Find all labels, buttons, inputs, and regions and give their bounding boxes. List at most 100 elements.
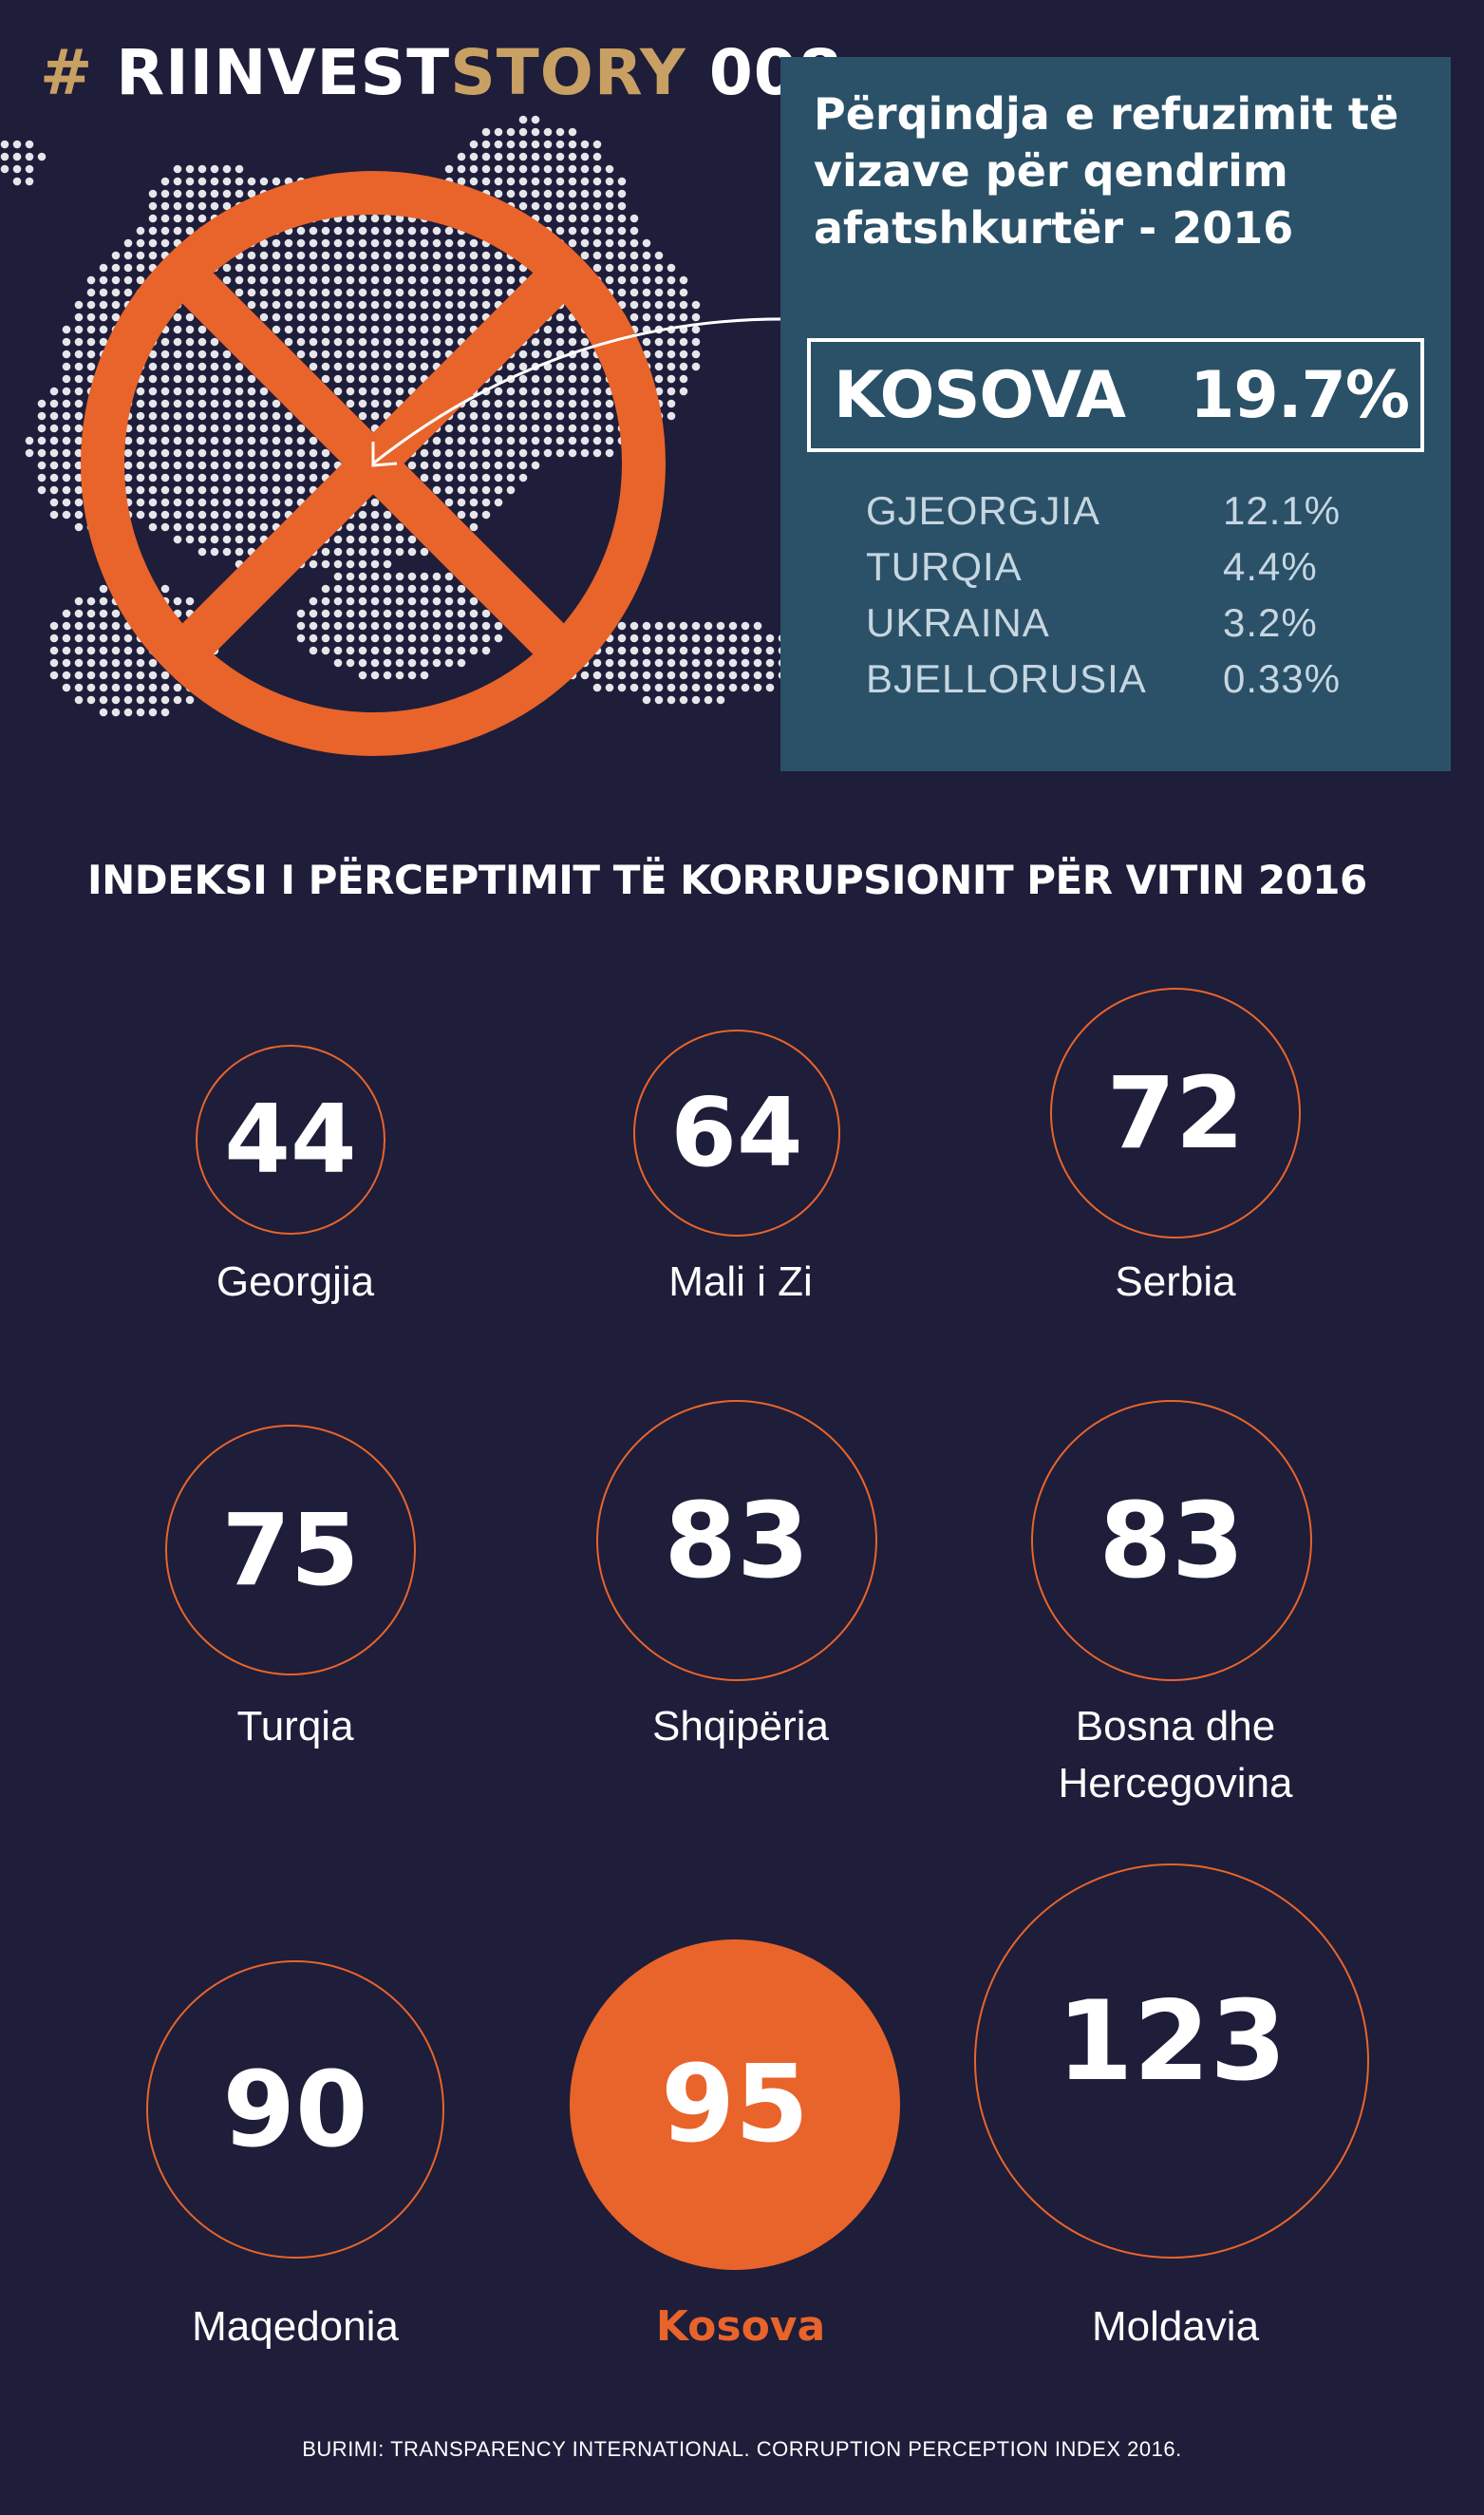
map-dot — [148, 473, 158, 482]
map-dot — [765, 633, 775, 643]
map-dot — [481, 275, 491, 285]
map-dot — [309, 238, 318, 248]
map-dot — [457, 498, 466, 507]
map-dot — [555, 362, 565, 371]
map-dot — [25, 448, 34, 458]
map-dot — [160, 337, 170, 347]
map-dot — [296, 226, 306, 236]
map-dot — [259, 312, 269, 322]
map-dot — [185, 325, 195, 334]
map-dot — [160, 387, 170, 396]
map-dot — [370, 300, 380, 310]
map-dot — [506, 140, 516, 149]
map-dot — [667, 633, 676, 643]
map-dot — [469, 275, 479, 285]
map-dot — [370, 350, 380, 359]
map-dot — [99, 263, 108, 273]
map-dot — [444, 312, 454, 322]
map-dot — [148, 461, 158, 470]
map-dot — [444, 584, 454, 594]
map-dot — [247, 177, 256, 186]
map-dot — [86, 658, 96, 668]
map-dot — [111, 609, 121, 618]
map-dot — [333, 535, 343, 544]
map-dot — [420, 621, 429, 631]
map-dot — [173, 399, 182, 408]
map-dot — [469, 485, 479, 495]
map-dot — [173, 226, 182, 236]
map-dot — [296, 263, 306, 273]
map-dot — [309, 559, 318, 569]
map-dot — [518, 177, 528, 186]
map-dot — [531, 399, 540, 408]
map-dot — [136, 275, 145, 285]
map-dot — [173, 337, 182, 347]
cpi-circle: 83 — [596, 1400, 877, 1681]
map-dot — [86, 646, 96, 655]
map-dot — [753, 646, 762, 655]
map-dot — [481, 485, 491, 495]
map-dot — [210, 461, 219, 470]
map-dot — [383, 387, 392, 396]
map-dot — [667, 374, 676, 384]
map-dot — [247, 374, 256, 384]
map-dot — [481, 436, 491, 445]
map-dot — [543, 140, 553, 149]
map-dot — [383, 226, 392, 236]
map-dot — [605, 411, 614, 421]
map-dot — [321, 288, 330, 297]
map-dot — [555, 140, 565, 149]
map-dot — [136, 658, 145, 668]
map-dot — [592, 448, 602, 458]
map-dot — [148, 238, 158, 248]
map-dot — [395, 596, 404, 606]
map-dot — [12, 152, 22, 161]
map-dot — [235, 411, 244, 421]
map-dot — [617, 263, 627, 273]
map-dot — [617, 275, 627, 285]
map-dot — [222, 424, 232, 433]
map-dot — [420, 226, 429, 236]
map-dot — [383, 399, 392, 408]
cpi-circle: 75 — [165, 1425, 416, 1675]
map-dot — [555, 387, 565, 396]
map-dot — [753, 658, 762, 668]
map-dot — [284, 498, 293, 507]
map-dot — [197, 522, 207, 532]
map-dot — [62, 374, 71, 384]
map-dot — [716, 683, 725, 692]
map-dot — [432, 263, 441, 273]
map-dot — [173, 522, 182, 532]
map-dot — [160, 238, 170, 248]
map-dot — [333, 609, 343, 618]
map-dot — [370, 226, 380, 236]
map-dot — [99, 695, 108, 705]
map-dot — [395, 374, 404, 384]
map-dot — [74, 337, 84, 347]
cpi-label-highlight: Kosova — [655, 2302, 826, 2351]
map-dot — [346, 350, 355, 359]
map-dot — [62, 485, 71, 495]
map-dot — [444, 424, 454, 433]
map-dot — [457, 325, 466, 334]
map-dot — [457, 300, 466, 310]
map-dot — [395, 671, 404, 680]
map-dot — [667, 411, 676, 421]
map-dot — [185, 498, 195, 507]
map-dot — [272, 288, 281, 297]
map-dot — [716, 633, 725, 643]
map-dot — [370, 288, 380, 297]
map-dot — [235, 177, 244, 186]
map-dot — [691, 671, 701, 680]
map-dot — [432, 584, 441, 594]
map-dot — [407, 609, 417, 618]
map-dot — [185, 201, 195, 211]
map-dot — [86, 275, 96, 285]
map-dot — [420, 633, 429, 643]
map-dot — [123, 683, 133, 692]
map-dot — [654, 275, 664, 285]
map-dot — [49, 473, 59, 482]
map-dot — [62, 473, 71, 482]
map-dot — [605, 448, 614, 458]
cpi-label: Georgjia — [216, 1258, 375, 1305]
